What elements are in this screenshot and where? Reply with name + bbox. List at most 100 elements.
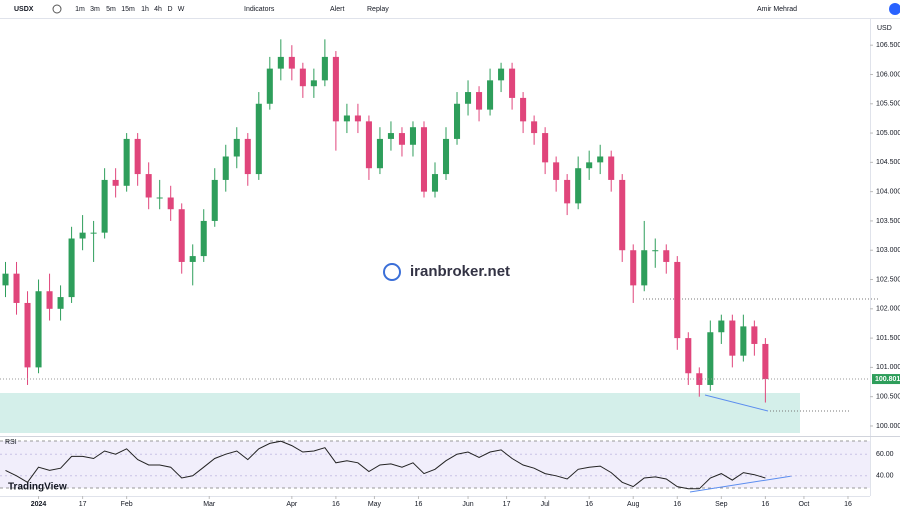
- interval-button[interactable]: 15m: [121, 6, 135, 13]
- y-tick-label: 106.000: [876, 71, 900, 78]
- candle-body: [189, 256, 196, 262]
- symbol[interactable]: USDX: [14, 6, 34, 13]
- interval-button[interactable]: W: [178, 6, 185, 13]
- candle-body: [674, 261, 681, 339]
- candle-body: [376, 138, 383, 169]
- demand-zone: [0, 393, 800, 433]
- replay-button[interactable]: Replay: [367, 6, 389, 13]
- interval-button[interactable]: D: [167, 6, 172, 13]
- interval-button[interactable]: 5m: [106, 6, 116, 13]
- candle-body: [343, 115, 350, 122]
- candle-body: [564, 179, 571, 204]
- y-tick-label: 102.500: [876, 276, 900, 283]
- candle-body: [2, 273, 9, 286]
- watermark: iranbroker.net: [410, 263, 510, 280]
- y-tick-label: 102.000: [876, 306, 900, 313]
- candle-body: [465, 92, 472, 104]
- x-tick-label: 2024: [31, 501, 47, 508]
- y-tick-label: 104.500: [876, 159, 900, 166]
- candle-body: [35, 291, 42, 368]
- y-tick-label: 105.000: [876, 130, 900, 137]
- x-tick-label: 16: [585, 501, 593, 508]
- y-tick-label: 101.500: [876, 335, 900, 342]
- trend-line: [704, 394, 769, 412]
- candle-body: [762, 343, 769, 380]
- y-tick-label: 101.000: [876, 364, 900, 371]
- candle-body: [123, 138, 130, 186]
- candle-body: [266, 68, 273, 104]
- x-tick-label: 16: [332, 501, 340, 508]
- candle-body: [531, 121, 538, 134]
- x-tick-label: Jun: [462, 501, 473, 508]
- interval-button[interactable]: 3m: [90, 6, 100, 13]
- interval-button[interactable]: 4h: [154, 6, 162, 13]
- candle-body: [740, 326, 747, 356]
- candle-body: [718, 320, 725, 333]
- last-price-box: [872, 374, 900, 385]
- candle-body: [57, 297, 64, 309]
- x-tick-label: Jul: [541, 501, 550, 508]
- candle-body: [630, 250, 637, 286]
- candle-body: [553, 162, 560, 180]
- candle-body: [167, 197, 174, 210]
- candle-body: [498, 68, 505, 81]
- candle-body: [751, 326, 758, 344]
- x-tick-label: 17: [503, 501, 511, 508]
- candle-body: [112, 179, 119, 186]
- candle-body: [365, 121, 372, 169]
- y-tick-label: 103.000: [876, 247, 900, 254]
- candle-body: [641, 250, 648, 286]
- candle-body: [453, 103, 461, 139]
- x-tick-label: 16: [844, 501, 852, 508]
- profile-button[interactable]: [889, 3, 900, 15]
- indicators-button[interactable]: Indicators: [244, 6, 275, 13]
- candle-body: [46, 291, 53, 309]
- candle-body: [608, 156, 615, 180]
- x-tick-label: 16: [415, 501, 423, 508]
- candle-body: [520, 97, 527, 122]
- candle-body: [332, 56, 339, 122]
- y-tick-label: 103.500: [876, 218, 900, 225]
- brand-logo: TradingView: [8, 482, 67, 493]
- candle-body: [288, 56, 295, 69]
- x-tick-label: 16: [761, 501, 769, 508]
- rsi-title: RSI: [5, 439, 17, 446]
- y-tick-label: 105.500: [876, 101, 900, 108]
- candle-body: [24, 302, 31, 368]
- x-tick-label: Sep: [715, 501, 728, 508]
- candle-body: [321, 56, 328, 81]
- rsi-band: [0, 441, 870, 488]
- candle-body: [222, 156, 229, 180]
- trend-line: [689, 475, 793, 493]
- candle-body: [575, 168, 582, 204]
- candle-body: [663, 250, 670, 262]
- candle-body: [134, 138, 141, 175]
- user-name[interactable]: Amir Mehrad: [757, 6, 797, 13]
- alert-button[interactable]: Alert: [330, 6, 344, 13]
- x-tick-label: 17: [79, 501, 87, 508]
- candle-body: [509, 68, 516, 98]
- candle-body: [68, 238, 75, 298]
- candle-body: [420, 127, 428, 192]
- candle-body: [277, 56, 284, 69]
- candle-body: [178, 209, 185, 262]
- candle-body: [211, 179, 218, 221]
- candle-body: [442, 138, 450, 175]
- candle-body: [145, 174, 152, 198]
- candle-body: [244, 138, 251, 175]
- candle-body: [619, 179, 626, 251]
- interval-button[interactable]: 1h: [141, 6, 149, 13]
- candle-body: [200, 220, 207, 257]
- candle-body: [233, 138, 240, 157]
- rsi-line: [5, 440, 766, 490]
- candle-body: [707, 332, 714, 385]
- x-tick-label: Mar: [203, 501, 216, 508]
- candle-body: [597, 156, 604, 163]
- add-symbol[interactable]: [52, 4, 62, 14]
- y-tick-label: 40.00: [876, 473, 894, 480]
- candle-body: [398, 133, 405, 145]
- interval-button[interactable]: 1m: [75, 6, 85, 13]
- candle-body: [101, 179, 108, 233]
- candle-body: [729, 320, 736, 356]
